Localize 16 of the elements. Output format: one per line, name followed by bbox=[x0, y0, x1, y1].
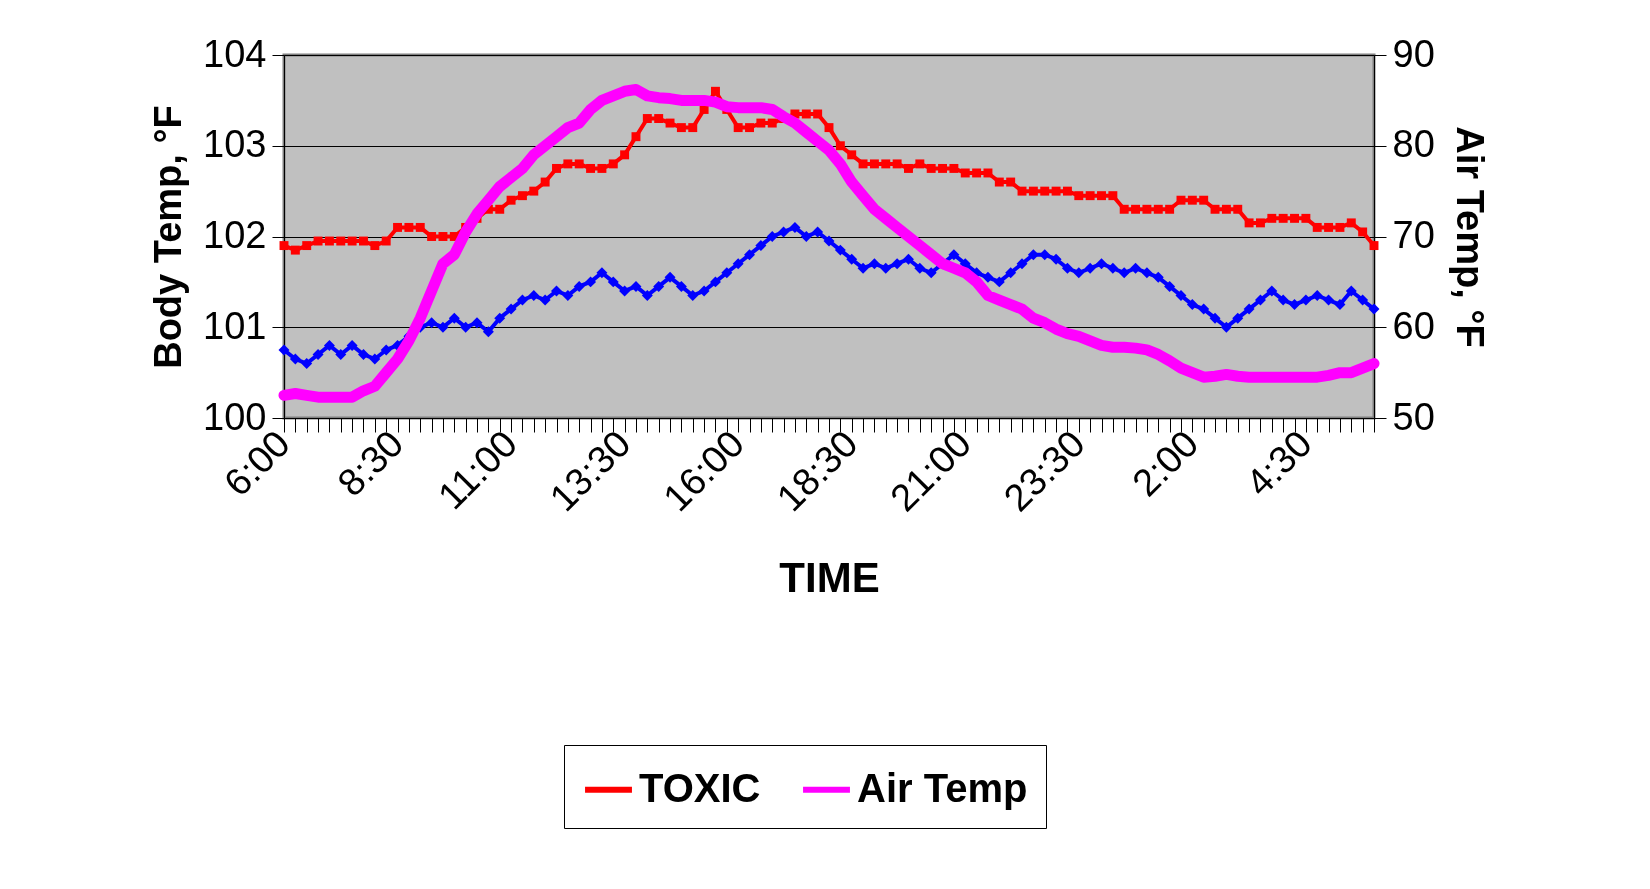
x-tick-label: 8:30 bbox=[329, 422, 412, 505]
y2-tick-label: 60 bbox=[1392, 304, 1435, 347]
y-tick-label: 104 bbox=[203, 32, 267, 75]
y-tick-label: 103 bbox=[203, 123, 267, 166]
y-tick-label: 102 bbox=[203, 214, 267, 256]
legend-label: Air Temp bbox=[857, 765, 1028, 810]
y-tick-label: 101 bbox=[203, 304, 267, 347]
y2-tick-label: 80 bbox=[1392, 123, 1435, 166]
y2-tick-label: 70 bbox=[1392, 214, 1435, 256]
y2-axis-title: Air Temp, °F bbox=[1448, 126, 1491, 348]
y2-tick-label: 90 bbox=[1392, 32, 1435, 75]
x-tick-label: 4:30 bbox=[1237, 422, 1320, 505]
y-axis-title: Body Temp, °F bbox=[147, 105, 190, 369]
x-axis-title: TIME bbox=[779, 554, 880, 602]
legend-label: TOXIC bbox=[639, 765, 761, 810]
y2-tick-label: 50 bbox=[1392, 395, 1435, 438]
